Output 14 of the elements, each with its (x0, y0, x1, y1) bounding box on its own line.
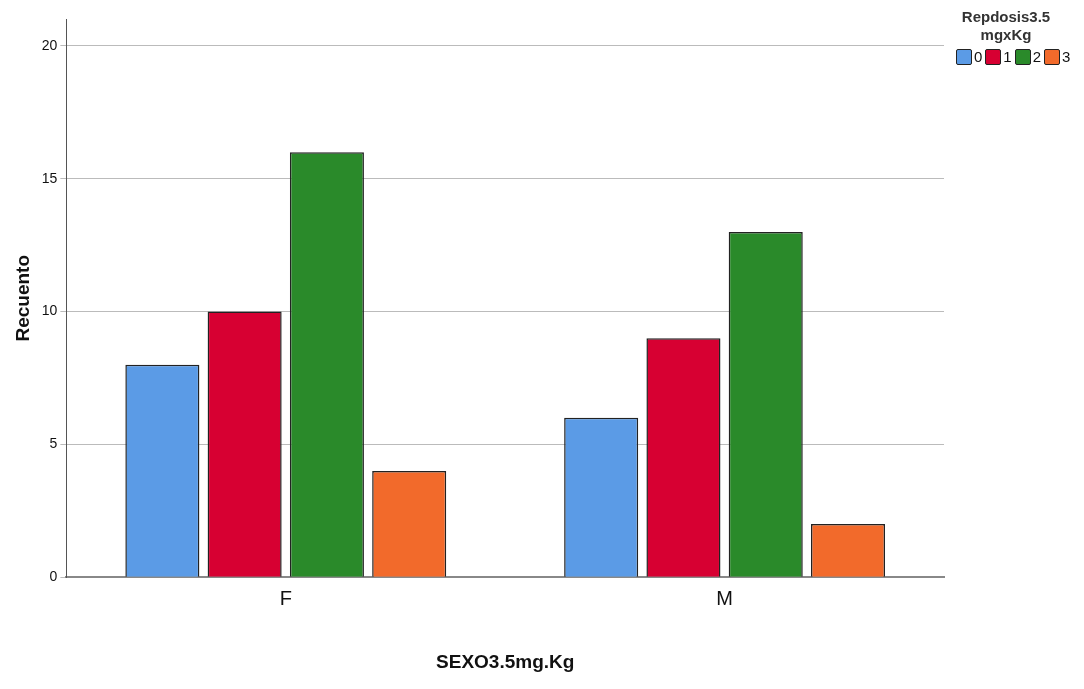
y-tick-label: 5 (49, 435, 58, 452)
legend-title: Repdosis3.5mgxKg (960, 8, 1052, 44)
y-tick-label: 20 (41, 36, 58, 53)
x-tick-label: F (279, 586, 292, 609)
legend-label: 1 (1003, 48, 1012, 65)
y-tick-label: 15 (41, 169, 58, 186)
x-axis-title: SEXO3.5mg.Kg (436, 650, 575, 672)
legend-label: 0 (974, 48, 983, 65)
y-tick-label: 10 (41, 302, 58, 319)
legend-label: 3 (1062, 48, 1071, 65)
y-axis-title: Recuento (11, 255, 33, 342)
y-tick-label: 0 (49, 568, 58, 585)
legend-label: 2 (1032, 48, 1042, 65)
x-tick-label: M (716, 586, 733, 609)
